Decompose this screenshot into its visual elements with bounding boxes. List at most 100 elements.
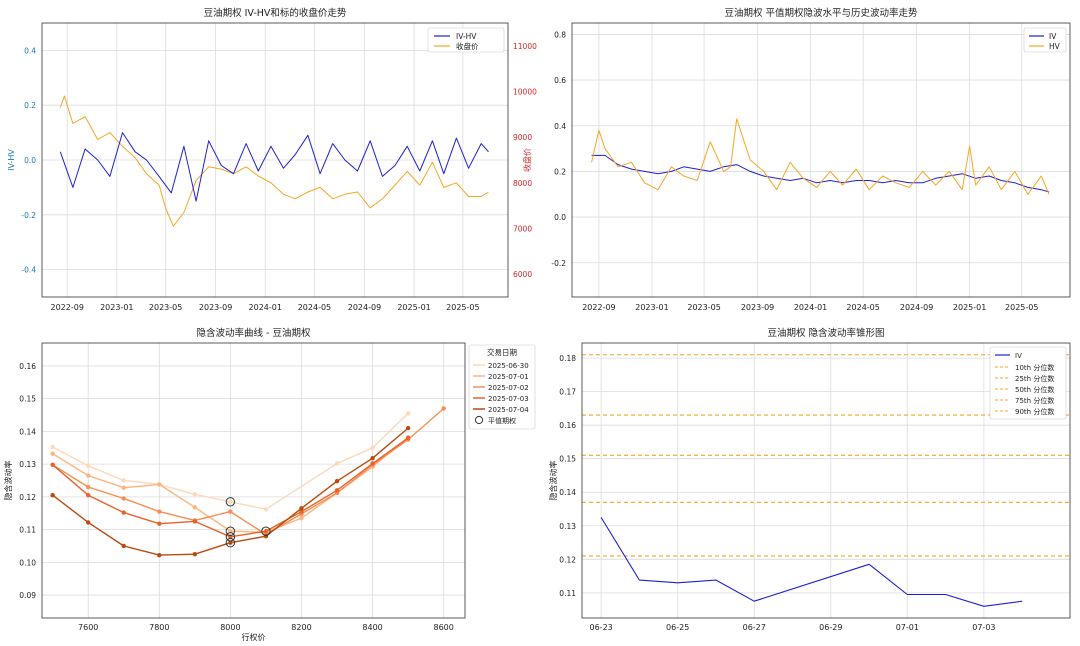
series-line-iv-hv <box>59 132 489 202</box>
legend-label-quantile: 10th 分位数 <box>1015 363 1054 372</box>
chart-title: 豆油期权 平值期权隐波水平与历史波动率走势 <box>724 7 918 19</box>
y-tick-label: 0.14 <box>559 488 576 497</box>
y-axis-label: 隐含波动率 <box>548 461 558 501</box>
legend-box <box>989 346 1067 420</box>
y-tick-label: 0.11 <box>559 589 576 598</box>
chart-title: 隐含波动率曲线 - 豆油期权 <box>197 327 311 339</box>
series-point-2025-07-02 <box>441 406 446 411</box>
y-tick-label: 0.13 <box>559 522 576 531</box>
x-tick-label: 2023-01 <box>635 303 668 312</box>
series-point-2025-07-03 <box>121 510 126 515</box>
y-tick-label: 0.16 <box>559 421 576 430</box>
legend-label-atm: 平值期权 <box>488 416 516 425</box>
series-point-2025-07-03 <box>299 509 304 514</box>
chart-iv-cone: 06-23 06-25 06-27 06-29 07-01 07-03 0.11 0.12 0.… <box>548 327 1071 632</box>
x-tick-label: 2023-09 <box>741 303 774 312</box>
x-tick-label: 06-27 <box>743 623 766 632</box>
series-point-2025-07-04 <box>228 540 233 545</box>
series-point-2025-07-01 <box>121 485 126 490</box>
y-tick-label: 0.12 <box>19 493 36 502</box>
legend-label-close: 收盘价 <box>456 41 479 51</box>
x-tick-label: 2024-01 <box>794 303 827 312</box>
atm-marker <box>225 532 236 542</box>
y-tick-label: 0.17 <box>559 388 576 397</box>
x-tick-label: 8600 <box>433 623 453 632</box>
plot-frame <box>571 22 1071 298</box>
series-point-2025-07-03 <box>192 519 198 524</box>
series-point-2025-06-30 <box>334 461 340 466</box>
y-tick-label: 0.11 <box>19 526 36 535</box>
y-tick-label: 0.10 <box>19 558 36 567</box>
y-right-tick-label: 9000 <box>513 133 532 142</box>
y-right-tick-label: 8000 <box>513 179 532 188</box>
chart-title: 豆油期权 IV-HV和标的收盘价走势 <box>204 7 347 19</box>
y-tick-label: 0.13 <box>19 460 36 469</box>
y-axis-label: 隐含波动率 <box>3 461 13 501</box>
y-tick-label: 0.2 <box>24 101 36 110</box>
series-point-2025-07-02 <box>228 509 233 514</box>
legend-swatch-atm <box>474 415 484 425</box>
x-tick-label: 2023-01 <box>100 303 133 312</box>
y-tick-label: 0.12 <box>559 555 576 564</box>
y-tick-label: 0.0 <box>24 156 36 165</box>
legend-label: 2025-06-30 <box>488 362 529 370</box>
series-point-2025-07-04 <box>157 552 162 558</box>
y-tick-label: 0.8 <box>554 30 566 39</box>
series-point-2025-07-01 <box>86 473 91 478</box>
series-point-2025-07-02 <box>157 509 162 514</box>
legend-label-iv-hv: IV-HV <box>456 32 477 41</box>
x-tick-label: 2024-05 <box>846 303 879 312</box>
atm-marker <box>225 526 236 536</box>
y-tick-label: 0.4 <box>24 46 36 55</box>
x-tick-label: 2025-05 <box>446 303 479 312</box>
series-point-2025-07-04 <box>334 478 340 484</box>
legend-label-quantile: 50th 分位数 <box>1015 385 1054 394</box>
x-tick-label: 2023-05 <box>149 303 182 312</box>
chart-iv-hv-close: 2022-09 2023-01 2023-05 2023-09 2024-01 2024-… <box>7 7 537 312</box>
x-tick-label: 2024-01 <box>249 303 282 312</box>
series-point-2025-06-30 <box>228 499 233 504</box>
series-point-2025-06-30 <box>50 444 55 450</box>
series-point-2025-06-30 <box>86 463 91 468</box>
x-tick-label: 2024-09 <box>900 303 933 312</box>
series-point-2025-07-04 <box>121 543 126 549</box>
series-point-2025-06-30 <box>192 492 198 497</box>
y-tick-label: 0.15 <box>19 395 36 404</box>
x-tick-label: 8200 <box>291 623 311 632</box>
x-tick-label: 8400 <box>362 623 382 632</box>
series-point-2025-07-04 <box>299 506 304 511</box>
legend-title: 交易日期 <box>487 347 517 357</box>
y-tick-label: 0.4 <box>554 122 566 131</box>
series-point-2025-06-30 <box>263 507 269 512</box>
series-point-2025-07-03 <box>370 461 375 466</box>
series-point-2025-06-30 <box>121 478 126 483</box>
x-tick-label: 2022-09 <box>50 303 83 312</box>
series-point-2025-07-01 <box>157 482 162 487</box>
legend-label-quantile: 90th 分位数 <box>1015 407 1054 416</box>
y-tick-label: -0.2 <box>21 211 36 220</box>
y-tick-label: -0.2 <box>551 259 566 268</box>
x-tick-label: 7800 <box>149 623 169 632</box>
y-tick-label: 0.18 <box>559 354 576 363</box>
plot-frame <box>41 342 466 619</box>
x-tick-label: 07-01 <box>896 623 919 632</box>
y-right-tick-label: 6000 <box>513 270 532 279</box>
chart-iv-smile: 7600 7800 8000 8200 8400 8600 0.09 0.10 0.11 0.12… <box>3 327 536 642</box>
legend-label-iv: IV <box>1049 32 1057 41</box>
y-tick-label: 0.2 <box>554 167 566 176</box>
series-line-2025-07-02 <box>52 407 445 536</box>
y-tick-label: 0.0 <box>554 213 566 222</box>
x-tick-label: 2024-09 <box>348 303 381 312</box>
series-point-2025-07-04 <box>405 425 411 431</box>
series-line-iv <box>591 154 1050 193</box>
series-point-2025-07-03 <box>334 488 340 493</box>
series-point-2025-06-30 <box>370 445 375 450</box>
chart-iv-hv-levels: 2022-09 2023-01 2023-05 2023-09 2024-01 2024-… <box>551 7 1071 312</box>
x-tick-label: 2025-01 <box>397 303 430 312</box>
series-point-2025-07-03 <box>157 521 162 526</box>
atm-marker <box>225 497 236 507</box>
plot-frame <box>581 342 1071 619</box>
legend-label: 2025-07-02 <box>488 384 529 392</box>
legend-label-quantile: 25th 分位数 <box>1015 374 1054 383</box>
